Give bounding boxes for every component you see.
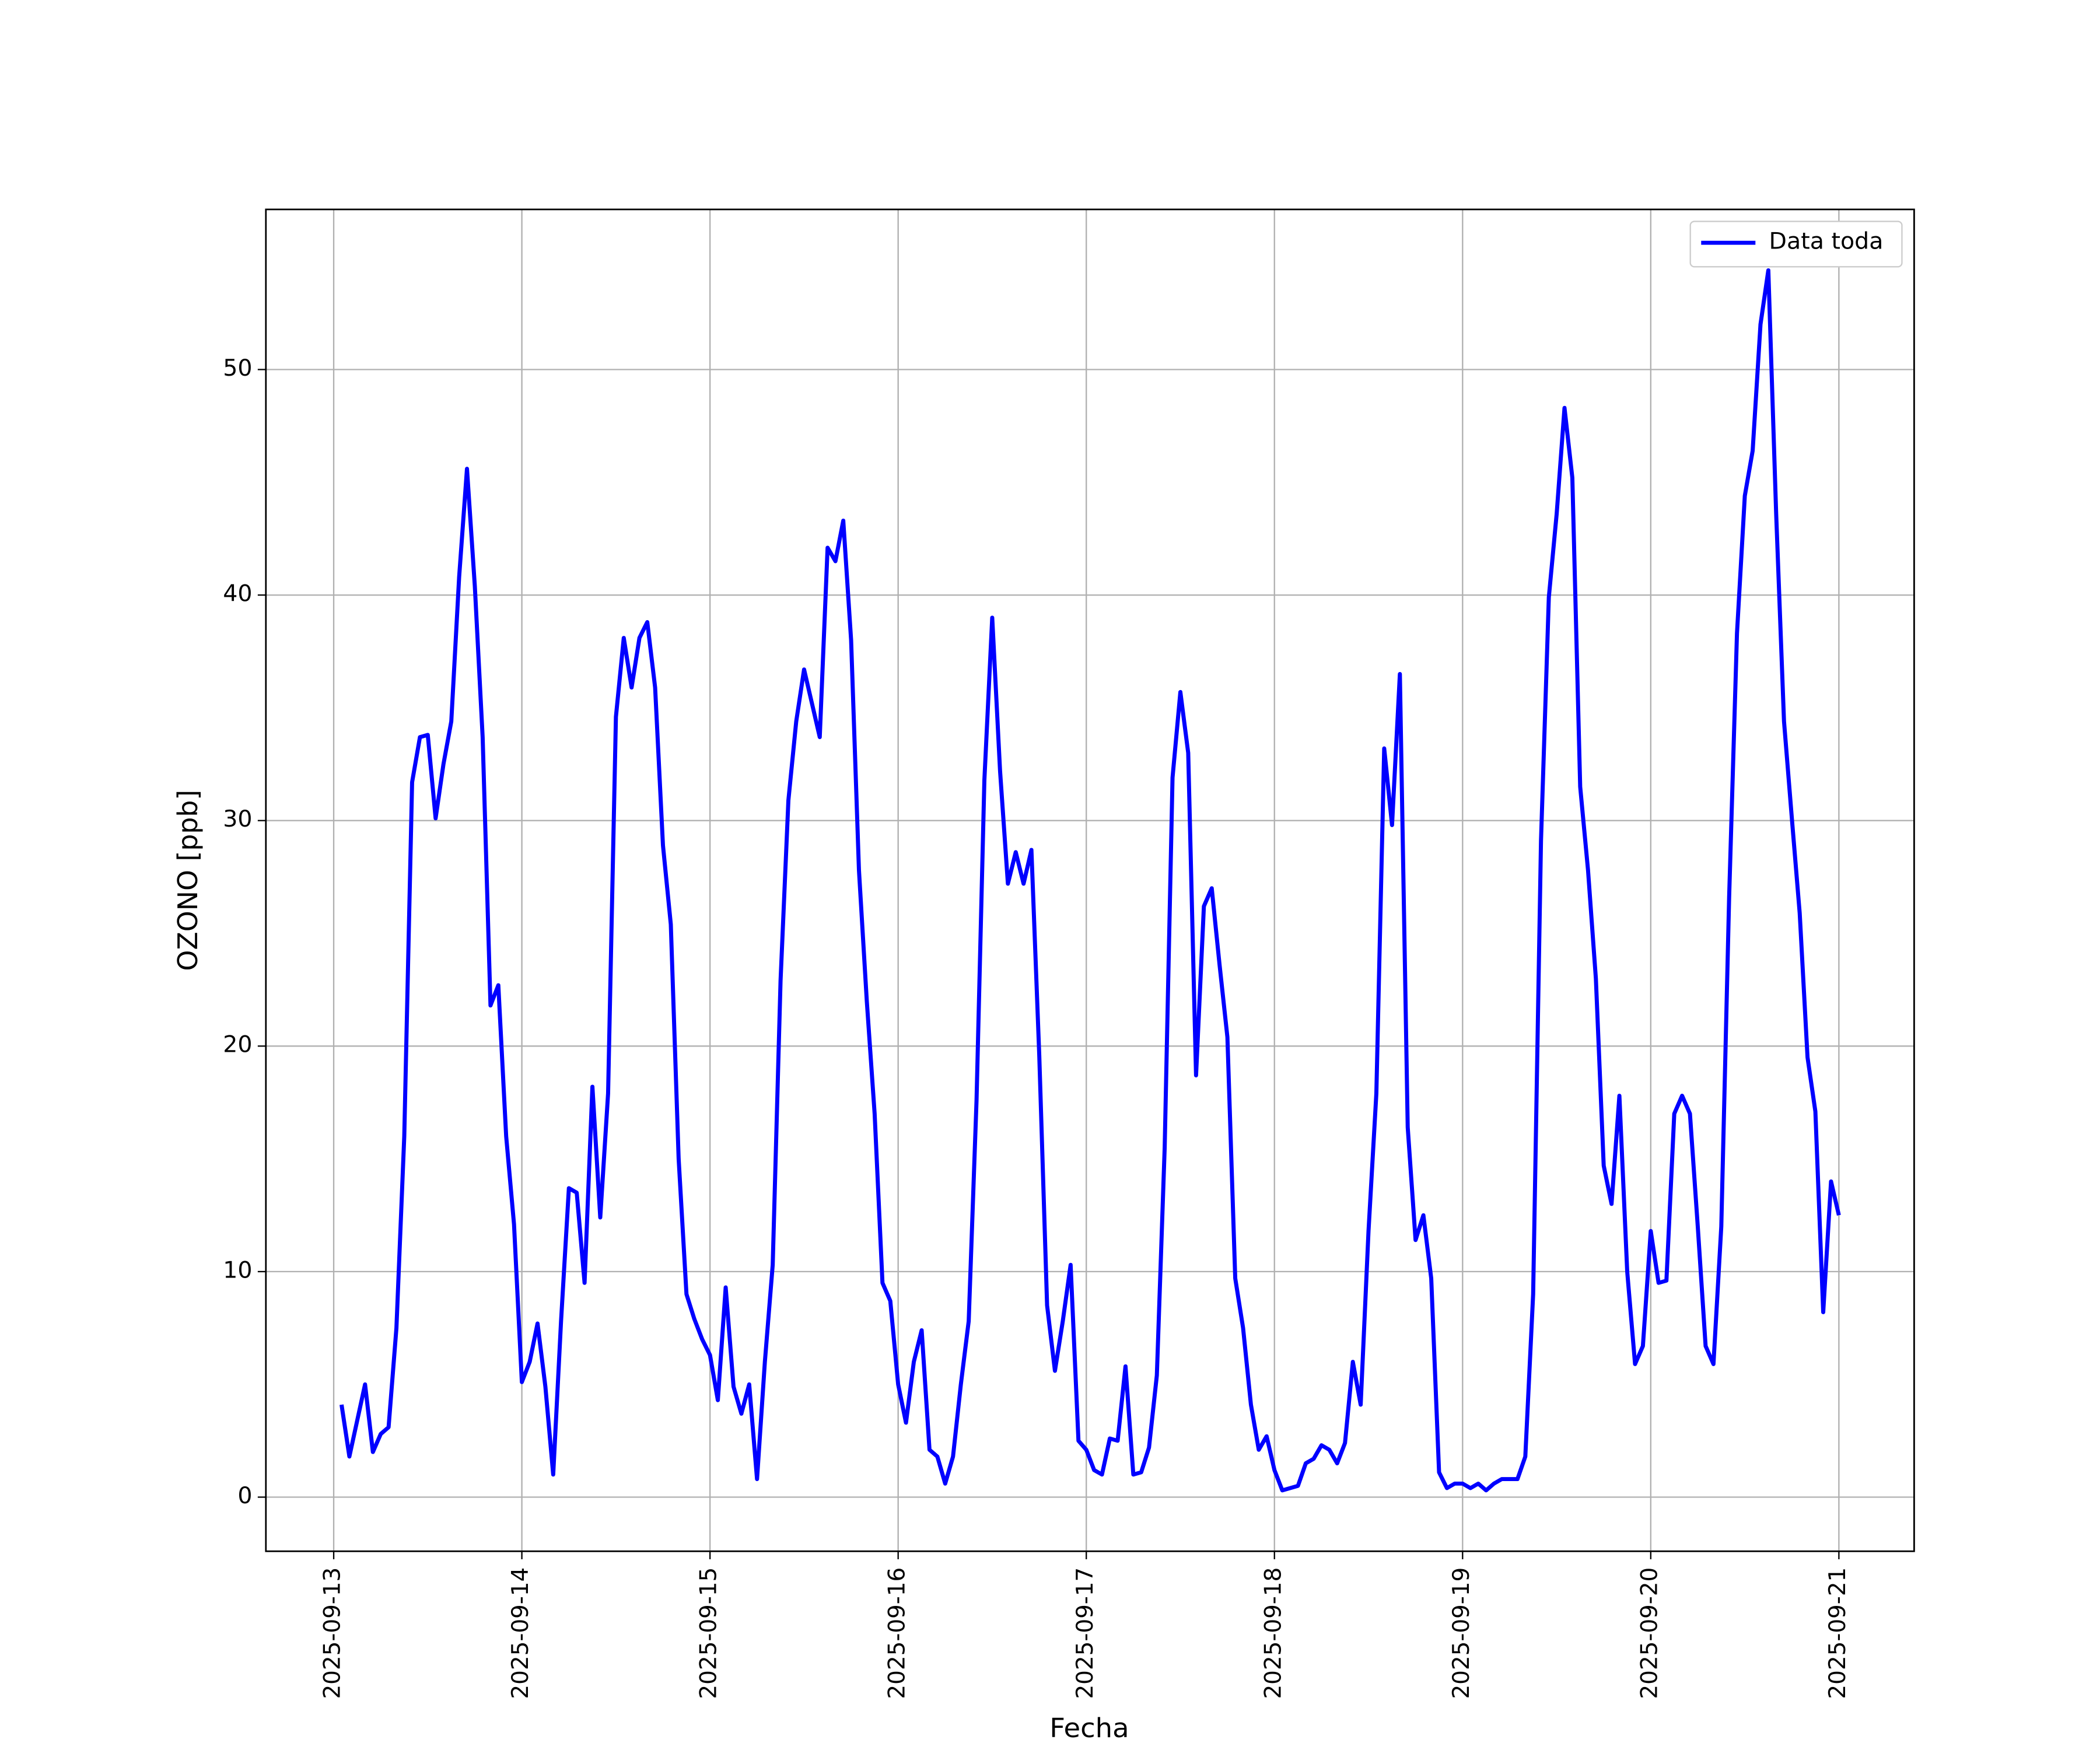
y-tick-label: 0 [237, 1483, 252, 1509]
y-axis-label: OZONO [ppb] [172, 790, 204, 971]
plot-frame [265, 208, 1915, 1552]
y-tick-label: 50 [223, 355, 252, 382]
y-tick-label: 30 [223, 806, 252, 832]
legend: Data toda [1689, 220, 1903, 268]
y-tick-label: 20 [223, 1032, 252, 1058]
x-tick-label: 2025-09-17 [1072, 1567, 1098, 1699]
x-tick-label: 2025-09-21 [1825, 1567, 1851, 1699]
x-axis-label: Fecha [1049, 1712, 1129, 1744]
x-tick-label: 2025-09-15 [695, 1567, 722, 1699]
x-tick-label: 2025-09-20 [1636, 1567, 1662, 1699]
data-line [340, 268, 1841, 1493]
legend-box [1689, 220, 1903, 268]
x-tick-label: 2025-09-16 [884, 1567, 910, 1699]
x-tick-label: 2025-09-19 [1448, 1567, 1475, 1699]
x-tick-label: 2025-09-14 [508, 1567, 534, 1699]
x-tick-label: 2025-09-13 [319, 1567, 345, 1699]
x-tick-label: 2025-09-18 [1260, 1567, 1286, 1699]
y-tick-label: 40 [223, 581, 252, 607]
y-tick-label: 10 [223, 1258, 252, 1284]
legend-label: Data toda [1769, 229, 1884, 255]
